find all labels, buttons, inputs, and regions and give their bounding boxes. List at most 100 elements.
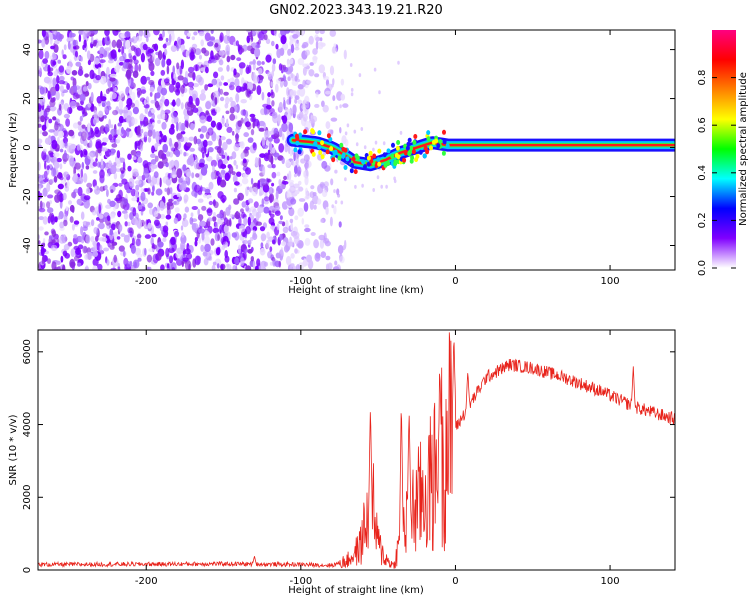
spectrogram-noise-mark bbox=[218, 81, 223, 86]
spectrogram-noise-mark bbox=[287, 48, 292, 56]
spectrogram-noise-mark bbox=[321, 189, 328, 198]
spectrogram-noise-mark bbox=[289, 218, 294, 224]
spectrogram-noise-mark bbox=[50, 91, 57, 96]
spectrogram-noise-mark bbox=[315, 91, 319, 98]
spectrogram-noise-mark bbox=[256, 121, 260, 129]
spectrogram-noise-mark bbox=[290, 43, 295, 54]
spectrogram-noise-mark bbox=[298, 186, 304, 192]
spectrogram-noise-mark bbox=[142, 160, 149, 169]
spectrogram-noise-mark bbox=[270, 225, 275, 230]
spectrogram-noise-mark bbox=[151, 109, 156, 114]
spectrogram-noise-mark bbox=[202, 194, 208, 198]
spectrogram-noise-mark bbox=[138, 30, 144, 37]
spectrogram-noise-mark bbox=[221, 154, 226, 159]
spectrogram-noise-mark bbox=[178, 121, 183, 132]
spectrogram-noise-mark bbox=[306, 79, 312, 84]
spectrogram-noise-mark bbox=[175, 81, 181, 89]
spectrogram-noise-mark bbox=[110, 128, 117, 136]
spectrogram-ytick-label: 40 bbox=[22, 43, 33, 56]
spectrogram-noise-mark bbox=[180, 225, 184, 231]
spectrogram-noise-mark bbox=[234, 257, 240, 265]
spectrogram-noise-mark bbox=[109, 77, 116, 82]
spectrogram-noise-mark bbox=[52, 30, 56, 35]
spectrogram-noise-mark bbox=[272, 58, 277, 65]
spectrogram-noise-mark bbox=[127, 63, 133, 70]
spectrogram-noise-mark bbox=[276, 171, 281, 177]
spectrogram-noise-mark bbox=[252, 59, 256, 65]
spectrogram-noise-mark bbox=[292, 161, 296, 167]
spectrogram-noise-mark bbox=[278, 63, 283, 71]
spectrogram-signal-speckle bbox=[395, 145, 400, 151]
spectrogram-noise-mark bbox=[218, 50, 225, 56]
spectrogram-noise-mark bbox=[79, 115, 83, 122]
spectrogram-noise-mark bbox=[256, 60, 262, 66]
spectrogram-noise-mark bbox=[38, 190, 41, 201]
spectrogram-noise-mark bbox=[44, 107, 51, 113]
spectrogram-noise-mark bbox=[119, 91, 125, 98]
spectrogram-noise-mark bbox=[247, 239, 252, 246]
spectrogram-signal-speckle bbox=[405, 145, 410, 151]
spectrogram-noise-mark bbox=[197, 198, 204, 203]
spectrogram-noise-mark bbox=[152, 53, 156, 62]
spectrogram-noise-mark bbox=[254, 47, 261, 58]
spectrogram-noise-mark bbox=[323, 76, 330, 81]
spectrogram-noise-mark bbox=[261, 61, 265, 65]
spectrogram-noise-mark bbox=[186, 121, 189, 129]
spectrogram-noise-mark bbox=[219, 88, 224, 95]
spectrogram-noise-mark bbox=[188, 95, 193, 106]
spectrogram-noise-mark bbox=[267, 164, 274, 169]
spectrogram-noise-mark bbox=[279, 215, 283, 221]
spectrogram-noise-mark bbox=[175, 97, 181, 107]
spectrogram-noise-mark bbox=[268, 193, 275, 203]
spectrogram-xtick-label: 0 bbox=[452, 276, 458, 287]
spectrogram-noise-mark bbox=[153, 219, 160, 226]
spectrogram-noise-mark bbox=[380, 184, 384, 189]
spectrogram-noise-mark bbox=[59, 221, 65, 229]
spectrogram-noise-mark bbox=[248, 64, 252, 74]
spectrogram-noise-mark bbox=[224, 172, 230, 181]
spectrogram-noise-mark bbox=[253, 201, 259, 209]
spectrogram-noise-mark bbox=[176, 62, 180, 70]
spectrogram-noise-mark bbox=[170, 123, 175, 130]
spectrogram-noise-mark bbox=[107, 59, 114, 64]
spectrogram-noise-mark bbox=[157, 50, 163, 61]
spectrogram-noise-mark bbox=[382, 141, 386, 146]
spectrogram-signal-speckle bbox=[409, 158, 414, 164]
spectrogram-noise-mark bbox=[181, 181, 187, 191]
spectrogram-noise-mark bbox=[160, 69, 166, 76]
spectrogram-noise-mark bbox=[286, 113, 292, 121]
spectrogram-noise-mark bbox=[273, 30, 277, 37]
spectrogram-noise-mark bbox=[250, 256, 254, 262]
spectrogram-signal-speckle bbox=[445, 143, 450, 149]
spectrogram-signal-speckle bbox=[436, 143, 441, 149]
spectrogram-noise-mark bbox=[399, 130, 403, 135]
spectrogram-noise-mark bbox=[121, 109, 129, 114]
spectrogram-noise-mark bbox=[66, 180, 70, 188]
spectrogram-noise-mark bbox=[332, 266, 340, 270]
spectrogram-noise-mark bbox=[210, 159, 217, 168]
spectrogram-noise-mark bbox=[183, 151, 187, 157]
spectrogram-noise-mark bbox=[87, 82, 92, 90]
spectrogram-noise-mark bbox=[123, 212, 129, 220]
spectrogram-signal-speckle bbox=[394, 152, 399, 158]
spectrogram-noise-mark bbox=[38, 123, 42, 128]
spectrogram-noise-mark bbox=[69, 216, 74, 223]
spectrogram-noise-mark bbox=[288, 179, 294, 184]
spectrogram-noise-mark bbox=[85, 187, 91, 195]
spectrogram-noise-mark bbox=[50, 97, 55, 103]
spectrogram-noise-mark bbox=[235, 164, 239, 170]
snr-xtick-label: -100 bbox=[289, 576, 312, 587]
spectrogram-noise-mark bbox=[263, 261, 269, 267]
spectrogram-noise-mark bbox=[225, 110, 230, 115]
spectrogram-noise-mark bbox=[98, 204, 102, 214]
spectrogram-noise-mark bbox=[223, 152, 228, 162]
spectrogram-noise-mark bbox=[294, 75, 298, 82]
spectrogram-noise-mark bbox=[198, 237, 202, 244]
spectrogram-noise-mark bbox=[301, 218, 305, 225]
spectrogram-noise-mark bbox=[38, 216, 45, 221]
spectrogram-noise-mark bbox=[197, 214, 204, 221]
spectrogram-noise-mark bbox=[242, 158, 247, 164]
spectrogram-noise-mark bbox=[137, 157, 143, 164]
spectrogram-noise-mark bbox=[90, 219, 95, 227]
spectrogram-noise-mark bbox=[113, 231, 118, 241]
